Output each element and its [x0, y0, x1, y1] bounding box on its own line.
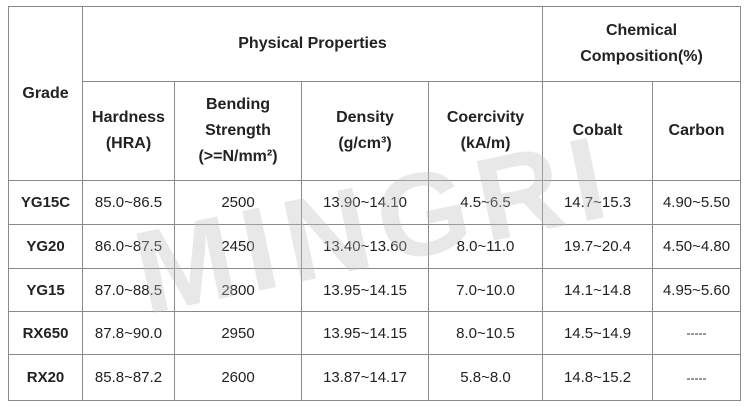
cell-grade: YG15C [8, 180, 83, 225]
cell-cobalt: 14.5~14.9 [542, 311, 654, 355]
cell-bending-strength: 2500 [174, 180, 302, 225]
cell-cobalt: 19.7~20.4 [542, 224, 654, 269]
header-physical-properties: Physical Properties [81, 6, 544, 82]
cell-hardness: 85.8~87.2 [82, 354, 175, 401]
header-grade: Grade [8, 6, 83, 181]
table-row: RX20 85.8~87.2 2600 13.87~14.17 5.8~8.0 … [8, 354, 742, 401]
cell-coercivity: 8.0~10.5 [427, 311, 544, 355]
header-bending-strength: Bending Strength (>=N/mm²) [174, 81, 302, 181]
table-row: RX650 87.8~90.0 2950 13.95~14.15 8.0~10.… [8, 311, 742, 355]
header-hardness: Hardness (HRA) [82, 81, 175, 181]
cell-cobalt: 14.1~14.8 [542, 268, 654, 312]
cell-grade: YG20 [8, 224, 83, 269]
cell-hardness: 86.0~87.5 [82, 224, 175, 269]
cell-carbon: 4.95~5.60 [652, 268, 742, 312]
header-chemical-composition: Chemical Composition(%) [542, 6, 742, 82]
cell-grade: YG15 [8, 268, 83, 312]
cell-bending-strength: 2800 [174, 268, 302, 312]
header-density: Density (g/cm³) [301, 81, 429, 181]
table-row: YG15C 85.0~86.5 2500 13.90~14.10 4.5~6.5… [8, 180, 742, 225]
header-cobalt: Cobalt [542, 81, 654, 181]
cell-carbon: 4.50~4.80 [652, 224, 742, 269]
properties-table: Grade Physical Properties Chemical Compo… [8, 6, 742, 401]
cell-hardness: 87.8~90.0 [82, 311, 175, 355]
cell-carbon: ----- [652, 354, 742, 401]
cell-coercivity: 4.5~6.5 [427, 180, 544, 225]
cell-grade: RX650 [8, 311, 83, 355]
cell-density: 13.40~13.60 [301, 224, 429, 269]
cell-carbon: ----- [652, 311, 742, 355]
table-row: YG15 87.0~88.5 2800 13.95~14.15 7.0~10.0… [8, 268, 742, 312]
cell-density: 13.95~14.15 [301, 311, 429, 355]
cell-grade: RX20 [8, 354, 83, 401]
cell-carbon: 4.90~5.50 [652, 180, 742, 225]
cell-density: 13.90~14.10 [301, 180, 429, 225]
header-row-1: Grade Physical Properties Chemical Compo… [8, 6, 742, 181]
cell-density: 13.87~14.17 [301, 354, 429, 401]
cell-cobalt: 14.7~15.3 [542, 180, 654, 225]
cell-hardness: 87.0~88.5 [82, 268, 175, 312]
cell-density: 13.95~14.15 [301, 268, 429, 312]
header-row-2: Hardness (HRA) Bending Strength (>=N/mm²… [9, 81, 742, 181]
cell-coercivity: 5.8~8.0 [427, 354, 544, 401]
header-coercivity: Coercivity (kA/m) [427, 81, 544, 181]
cell-coercivity: 8.0~11.0 [427, 224, 544, 269]
cell-bending-strength: 2600 [174, 354, 302, 401]
header-carbon: Carbon [652, 81, 742, 181]
table-row: YG20 86.0~87.5 2450 13.40~13.60 8.0~11.0… [8, 224, 742, 269]
cell-bending-strength: 2450 [174, 224, 302, 269]
cell-hardness: 85.0~86.5 [82, 180, 175, 225]
cell-cobalt: 14.8~15.2 [542, 354, 654, 401]
cell-bending-strength: 2950 [174, 311, 302, 355]
cell-coercivity: 7.0~10.0 [427, 268, 544, 312]
